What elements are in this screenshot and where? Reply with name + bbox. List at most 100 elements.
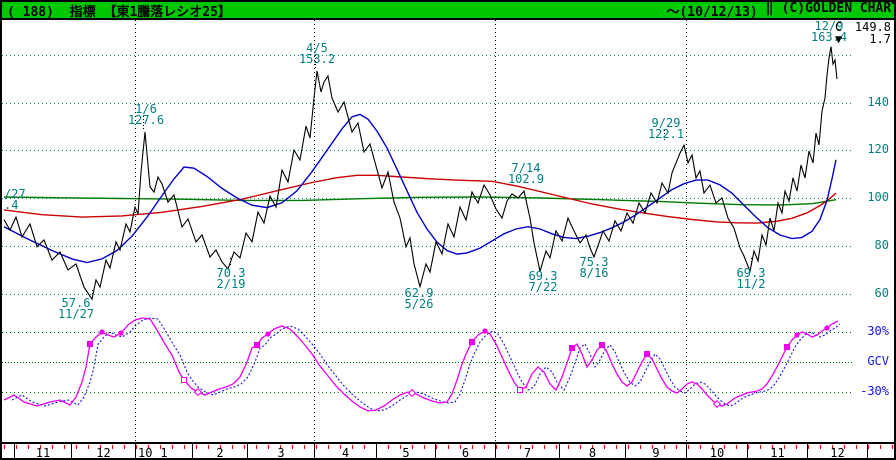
month-cell: 12: [71, 444, 135, 458]
month-cell: 11: [14, 444, 71, 458]
annotation-date: 7/14: [511, 161, 541, 175]
month-cell: 6: [435, 444, 495, 458]
annotation-date: /27: [4, 187, 26, 201]
gcv-marker-circle: [265, 331, 271, 337]
gcv-marker-square: [599, 342, 605, 348]
gcv-marker-open_diamond: [407, 388, 417, 398]
annotation: 57.6 11/27: [57, 296, 95, 321]
month-cell: [4, 444, 14, 458]
annotation-date: 12/9: [814, 19, 844, 33]
change-row: ▼ 1.7: [835, 33, 891, 45]
month-cell: 9: [625, 444, 686, 458]
quote-box: C 149.8 ▼ 1.7: [835, 21, 891, 45]
month-cell: 5: [376, 444, 435, 458]
annotation-value: 122.1: [647, 127, 685, 141]
gcv-marker-open_square: [181, 377, 187, 383]
title-bar-right: ～(10/12/13) ‖ (C)GOLDEN CHART: [666, 0, 896, 20]
chart-title: ( 188) 指標 【東1騰落レシオ25】: [7, 4, 231, 20]
gcv-marker-open_square: [517, 387, 523, 393]
month-cell: 8: [559, 444, 625, 458]
month-axis: 11 12 1 2 3 4 5 6 7 8 9 10 11 12 10: [2, 442, 894, 460]
gcv-marker-square: [784, 344, 790, 350]
month-cell: 1: [135, 444, 192, 458]
annotation-value: 102.9: [507, 172, 545, 186]
gcv-line: [3, 317, 839, 412]
annotation-date: 75.3: [579, 255, 609, 269]
gcv-marker-circle: [99, 329, 105, 335]
month-cell: 12: [807, 444, 867, 458]
weekly-ticks: [4, 445, 894, 449]
annotation-date: 69.3: [528, 269, 558, 283]
gcv-marker-square: [87, 341, 93, 347]
gcv-marker-open_diamond: [193, 387, 203, 397]
month-cell: 2: [192, 444, 247, 458]
year-label: 10: [138, 446, 153, 460]
gcv-marker-square: [469, 339, 475, 345]
gcv-signal-line: [11, 317, 841, 412]
y-axis-tick-label: 140: [867, 94, 889, 109]
month-cell: [867, 444, 894, 458]
y-axis-tick-label: 100: [867, 190, 889, 204]
annotation-date: 4/5: [306, 41, 328, 55]
close-row: C 149.8: [835, 21, 891, 33]
annotation-date: 70.3: [216, 266, 246, 280]
y-axis-tick-label: 80: [874, 237, 889, 252]
annotation: /27.4: [4, 187, 26, 211]
osc-axis-label: GCV: [867, 354, 889, 368]
annotation-value: 5/26: [404, 297, 434, 311]
ratio-line: [3, 46, 838, 301]
gcv-marker-square: [569, 345, 575, 351]
annotation: 69.3 11/2: [736, 266, 766, 291]
gcv-marker-circle: [482, 328, 488, 334]
annotation-date: 62.9: [404, 286, 434, 300]
annotation-date: 9/29: [651, 116, 681, 130]
annotation: 4/5 153.2: [298, 41, 336, 66]
ma-short-line: [3, 113, 837, 264]
y-axis-tick-label: 120: [867, 142, 889, 157]
down-triangle-icon: ▼: [835, 32, 843, 46]
annotation: 12/9 163.4: [810, 19, 848, 44]
month-cell: 11: [747, 444, 807, 458]
close-value: 149.8: [854, 20, 891, 34]
gcv-marker-open_diamond: [712, 399, 722, 409]
title-bar: ( 188) 指標 【東1騰落レシオ25】 ～(10/12/13) ‖ (C)G…: [2, 0, 896, 20]
gcv-marker-circle: [118, 330, 124, 336]
annotation-date: 57.6: [61, 296, 91, 310]
copyright: (C)GOLDEN CHART: [781, 0, 896, 16]
annotation: 70.3 2/19: [216, 266, 246, 291]
gcv-marker-square: [644, 351, 650, 357]
osc-axis-label: 30%: [867, 324, 889, 338]
ma-mid-line: [3, 174, 837, 224]
annotation: 62.9 5/26: [404, 286, 434, 311]
gcv-marker-circle: [794, 332, 800, 338]
annotation-value: 127.6: [127, 113, 165, 127]
ma-long-line: [3, 196, 837, 206]
annotation-value: 2/19: [216, 277, 246, 291]
annotation: 75.3 8/16: [579, 255, 609, 280]
month-cell: 10: [686, 444, 747, 458]
month-cell: 4: [314, 444, 376, 458]
annotation: 7/14 102.9: [507, 161, 545, 186]
annotation-value: 153.2: [298, 52, 336, 66]
annotation-value: 8/16: [579, 266, 609, 280]
date-range: ～(10/12/13): [666, 4, 758, 20]
month-cell: 3: [247, 444, 314, 458]
change-value: 1.7: [869, 32, 891, 46]
annotation: 1/6 127.6: [127, 102, 165, 127]
title-separator: ‖: [765, 0, 774, 16]
annotation-value: 11/27: [57, 307, 95, 321]
annotation: 69.3 7/22: [528, 269, 558, 294]
month-cell: 7: [495, 444, 559, 458]
close-prefix: C: [835, 20, 843, 34]
annotation-value: 11/2: [736, 277, 766, 291]
annotation-date: 69.3: [736, 266, 766, 280]
y-axis-tick-label: 60: [874, 285, 889, 300]
annotation: 9/29 122.1: [647, 116, 685, 141]
annotation-value: 7/22: [528, 280, 558, 294]
gcv-marker-circle: [824, 325, 830, 331]
gcv-marker-square: [254, 342, 260, 348]
annotation-date: 1/6: [135, 102, 157, 116]
annotation-value: 163.4: [810, 30, 848, 44]
